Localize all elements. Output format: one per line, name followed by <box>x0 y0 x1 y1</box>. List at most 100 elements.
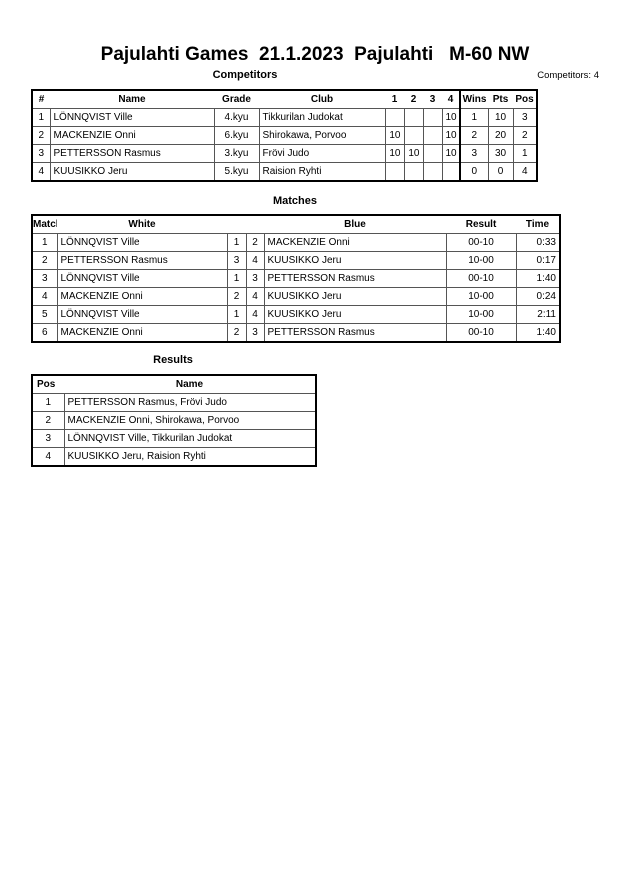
table-cell <box>403 108 424 127</box>
table-cell: 6.kyu <box>213 126 260 145</box>
table-row: 3 LÖNNQVIST Ville 1 3 PETTERSSON Rasmus 00-10… <box>31 269 561 288</box>
column-header: Blue <box>344 219 366 230</box>
table-cell: 1 <box>226 269 247 288</box>
table-cell: PETTERSSON Rasmus <box>49 144 215 163</box>
table-row: 3 PETTERSSON Rasmus 3.kyu Frövi Judo 10 10 10 3… <box>31 144 538 163</box>
results-table: Pos Name 1 PETTERSSON Rasmus, Frövi Judo 2 MA… <box>31 374 317 467</box>
table-cell: PETTERSSON Rasmus <box>263 269 447 288</box>
table-row: 4 MACKENZIE Onni 2 4 KUUSIKKO Jeru 10-00 0:24 <box>31 287 561 306</box>
table-row: 2 PETTERSSON Rasmus 3 4 KUUSIKKO Jeru 10-00 0:… <box>31 251 561 270</box>
table-cell: 10 <box>384 126 405 145</box>
column-header: Club <box>310 94 334 105</box>
table-cell: MACKENZIE Onni <box>263 233 447 252</box>
table-row: 2 MACKENZIE Onni 6.kyu Shirokawa, Porvoo 10 1… <box>31 126 538 145</box>
table-cell: LÖNNQVIST Ville <box>56 233 228 252</box>
table-cell <box>403 162 424 182</box>
table-cell: 3.kyu <box>213 144 260 163</box>
table-cell: KUUSIKKO Jeru <box>49 162 215 182</box>
table-cell: 1 <box>31 233 58 252</box>
table-cell: 10 <box>384 144 405 163</box>
table-cell <box>422 162 443 182</box>
competitors-heading: Competitors <box>212 69 278 81</box>
page-title: Pajulahti Games 21.1.2023 Pajulahti M-60… <box>100 44 530 65</box>
matches-header-row: Match White Blue Result Time <box>32 215 560 234</box>
table-cell: PETTERSSON Rasmus <box>56 251 228 270</box>
table-cell: Frövi Judo <box>258 144 386 163</box>
column-header: 1 <box>391 94 398 105</box>
table-cell: PETTERSSON Rasmus, Frövi Judo <box>63 393 317 412</box>
column-header <box>227 215 246 234</box>
column-header <box>246 215 264 234</box>
table-cell: 5 <box>31 305 58 324</box>
table-cell <box>441 162 461 182</box>
column-header: # <box>38 94 45 105</box>
table-cell: 1 <box>512 144 538 163</box>
table-cell: Raision Ryhti <box>258 162 386 182</box>
table-cell: 3 <box>226 251 247 270</box>
table-cell <box>403 126 424 145</box>
table-cell: LÖNNQVIST Ville <box>56 269 228 288</box>
table-row: 1 LÖNNQVIST Ville 1 2 MACKENZIE Onni 00-10 0:3… <box>31 233 561 252</box>
table-cell: 3 <box>245 269 265 288</box>
table-cell: 10 <box>487 108 514 127</box>
table-cell: 10 <box>441 126 461 145</box>
table-cell: 0:24 <box>515 287 561 306</box>
column-header: Match <box>33 219 57 230</box>
table-cell: 10 <box>441 108 461 127</box>
table-cell: 0:17 <box>515 251 561 270</box>
results-header-row: Pos Name <box>32 375 316 394</box>
table-cell: 2 <box>245 233 265 252</box>
table-cell: 1 <box>226 305 247 324</box>
table-cell: KUUSIKKO Jeru <box>263 287 447 306</box>
table-cell: 4.kyu <box>213 108 260 127</box>
column-header: Wins <box>459 90 488 109</box>
table-cell <box>422 108 443 127</box>
table-cell: 1:40 <box>515 323 561 343</box>
table-row: 4 KUUSIKKO Jeru 5.kyu Raision Ryhti 0 0 4 <box>31 162 538 182</box>
column-header: Pos <box>515 94 534 105</box>
matches-table: MatchWhiteBlueResultTime1LÖNNQVIST Ville… <box>31 214 561 343</box>
results-heading: Results <box>153 354 193 366</box>
table-cell: 00-10 <box>445 233 517 252</box>
table-cell: PETTERSSON Rasmus <box>263 323 447 343</box>
table-cell: 4 <box>31 287 58 306</box>
column-header: Pos <box>37 379 56 390</box>
table-cell: MACKENZIE Onni, Shirokawa, Porvoo <box>63 411 317 430</box>
column-header: Time <box>525 219 550 230</box>
table-cell: 1 <box>226 233 247 252</box>
table-cell: 3 <box>512 108 538 127</box>
table-cell: LÖNNQVIST Ville, Tikkurilan Judokat <box>63 429 317 448</box>
column-header: 4 <box>447 94 454 105</box>
table-cell: 0:33 <box>515 233 561 252</box>
competitors-table: # Name Grade Club 1 2 3 4 Wins Pts Pos 1 LÖNNQVIST V… <box>31 89 538 182</box>
table-cell: MACKENZIE Onni <box>56 323 228 343</box>
column-header: Pts <box>492 94 509 105</box>
table-cell: 0 <box>459 162 489 182</box>
column-header: White <box>128 219 156 230</box>
table-cell: 2 <box>459 126 489 145</box>
table-cell: 2 <box>226 323 247 343</box>
table-row: 4 KUUSIKKO Jeru, Raision Ryhti <box>31 447 317 467</box>
table-cell: KUUSIKKO Jeru <box>263 305 447 324</box>
table-row: 5 LÖNNQVIST Ville 1 4 KUUSIKKO Jeru 10-00 2:11 <box>31 305 561 324</box>
table-cell <box>384 108 405 127</box>
table-cell: Tikkurilan Judokat <box>258 108 386 127</box>
competitors-count: Competitors: 4 <box>537 70 599 81</box>
table-row: 1 LÖNNQVIST Ville 4.kyu Tikkurilan Judokat 1… <box>31 108 538 127</box>
table-cell: 1:40 <box>515 269 561 288</box>
table-cell: 4 <box>245 251 265 270</box>
column-header: 3 <box>429 94 436 105</box>
table-cell: 4 <box>31 162 51 182</box>
table-cell: MACKENZIE Onni <box>49 126 215 145</box>
table-cell: 4 <box>512 162 538 182</box>
table-cell: 10-00 <box>445 287 517 306</box>
table-cell: 10 <box>403 144 424 163</box>
table-cell: 10-00 <box>445 305 517 324</box>
table-cell: 6 <box>31 323 58 343</box>
column-header: Name <box>118 94 146 105</box>
table-cell: 00-10 <box>445 269 517 288</box>
table-cell: 0 <box>487 162 514 182</box>
table-cell: 2 <box>31 411 65 430</box>
table-cell: 1 <box>31 393 65 412</box>
table-cell: 2 <box>226 287 247 306</box>
